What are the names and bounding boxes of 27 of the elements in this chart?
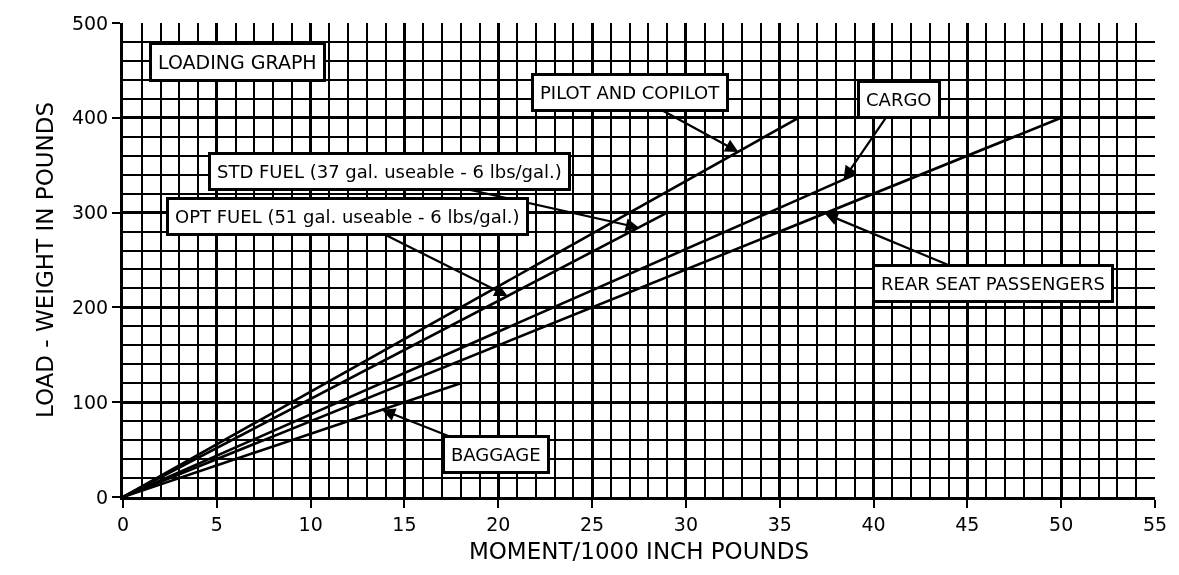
text: LOADING GRAPH xyxy=(158,51,317,73)
x-tick-label: 0 xyxy=(116,512,130,535)
x-tick-label: 15 xyxy=(392,512,417,535)
x-tick-label: 5 xyxy=(210,512,223,535)
x-tick-label: 25 xyxy=(580,512,605,535)
x-tick-label: 35 xyxy=(767,512,792,535)
y-tick-label: 0 xyxy=(96,485,109,508)
x-tick-label: 45 xyxy=(955,512,980,535)
x-tick-label: 10 xyxy=(298,512,323,535)
annotation: PILOT AND COPILOT xyxy=(540,82,721,103)
x-axis-title: MOMENT/1000 INCH POUNDS xyxy=(468,538,810,565)
y-tick-label: 300 xyxy=(71,201,109,224)
x-tick-label: 20 xyxy=(486,512,511,535)
y-axis-title: LOAD - WEIGHT IN POUNDS xyxy=(32,101,59,419)
annotation: OPT FUEL (51 gal. useable - 6 lbs/gal.) xyxy=(175,206,520,227)
x-tick-label: 50 xyxy=(1049,512,1074,535)
x-tick-label: 30 xyxy=(673,512,698,535)
annotation: REAR SEAT PASSENGERS xyxy=(881,273,1105,294)
y-tick-label: 500 xyxy=(71,11,109,34)
y-tick-label: 200 xyxy=(71,296,109,319)
annotation: BAGGAGE xyxy=(451,444,541,465)
annotation: STD FUEL (37 gal. useable - 6 lbs/gal.) xyxy=(217,161,562,182)
x-tick-label: 40 xyxy=(861,512,886,535)
y-tick-label: 400 xyxy=(71,106,109,129)
annotation: CARGO xyxy=(866,89,932,110)
x-tick-label: 55 xyxy=(1142,512,1168,535)
y-tick-label: 100 xyxy=(71,390,109,413)
